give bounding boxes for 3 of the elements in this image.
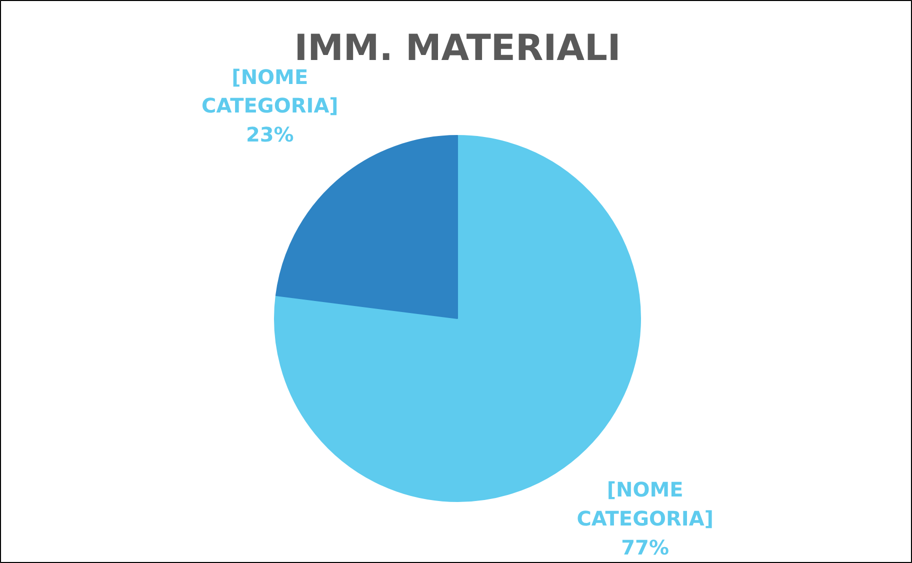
slice-label: [NOME CATEGORIA] xyxy=(576,478,714,530)
data-label: 23% xyxy=(246,122,294,147)
data-label: 77% xyxy=(621,535,670,560)
